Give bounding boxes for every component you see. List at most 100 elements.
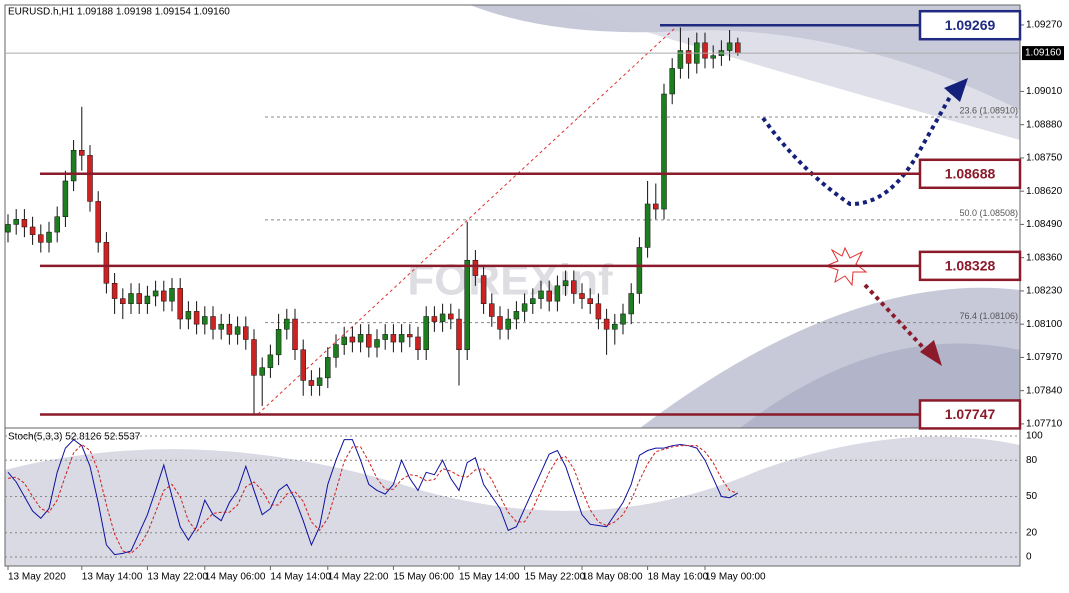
x-tick-label: 14 May 22:00 [328, 572, 389, 583]
stoch-title: Stoch(5,3,3) 52.8126 52.5537 [8, 432, 141, 443]
level-box [918, 158, 1022, 190]
candle-body [366, 334, 372, 348]
candle-body [513, 311, 520, 320]
candle-body [538, 290, 544, 299]
candle-body [612, 323, 618, 330]
candle-body [29, 226, 36, 235]
candle-body [136, 293, 142, 304]
candle-body [128, 293, 134, 304]
candle-body [398, 334, 405, 343]
candle-body [62, 180, 69, 218]
stoch-tick-label: 100 [1026, 431, 1043, 442]
x-tick-label: 18 May 16:00 [648, 572, 709, 583]
candle-body [161, 290, 167, 302]
y-tick-label: 1.08490 [1026, 219, 1063, 230]
candle-body [259, 367, 265, 376]
candle-body [554, 285, 561, 302]
candle-body [530, 298, 536, 304]
candle-body [439, 313, 446, 322]
y-tick-label: 1.07840 [1026, 385, 1063, 396]
level-label: 1.09269 [945, 17, 996, 33]
stoch-line [7, 443, 738, 554]
x-tick-label: 15 May 14:00 [459, 572, 520, 583]
candle-body [70, 150, 77, 182]
last-price-label: 1.09160 [1025, 48, 1062, 59]
candle-body [300, 349, 306, 381]
x-tick-label: 13 May 22:00 [147, 572, 208, 583]
y-tick-label: 1.08230 [1026, 286, 1063, 297]
candle-body [210, 316, 216, 330]
fib-label: 76.4 (1.08106) [959, 311, 1018, 321]
candle-body [185, 311, 192, 320]
stoch-tick-label: 20 [1026, 527, 1038, 538]
candle-body [448, 313, 454, 320]
candle-body [226, 323, 233, 335]
candle-body [685, 50, 692, 64]
stoch-tick-label: 80 [1026, 455, 1038, 466]
candle-body [636, 247, 643, 294]
candle-body [95, 201, 101, 243]
candle-body [489, 303, 495, 317]
candle-body [46, 231, 52, 243]
x-tick-label: 13 May 2020 [8, 572, 66, 583]
candle-body [382, 334, 388, 340]
candle-body [267, 354, 274, 368]
candle-body [644, 203, 651, 248]
candle-body [325, 357, 331, 379]
candle-body [308, 380, 315, 386]
x-tick-label: 13 May 14:00 [82, 572, 143, 583]
candle-body [316, 377, 323, 386]
candle-body [357, 334, 364, 343]
level-box [918, 9, 1022, 41]
candle-body [202, 316, 208, 325]
candle-body [21, 219, 28, 228]
candle-body [144, 295, 151, 304]
candle-body [562, 280, 569, 287]
stoch-line [7, 438, 739, 556]
candle-body [111, 282, 118, 299]
y-tick-label: 1.07970 [1026, 352, 1063, 363]
candle-body [620, 313, 626, 325]
candle-body [571, 280, 577, 294]
fib-label: 23.6 (1.08910) [959, 105, 1018, 115]
candle-body [587, 298, 593, 304]
x-tick-label: 14 May 06:00 [205, 572, 266, 583]
x-tick-label: 18 May 08:00 [582, 572, 643, 583]
stoch-tick-label: 0 [1026, 552, 1032, 563]
candle-body [103, 242, 110, 284]
level-label: 1.08688 [945, 165, 996, 181]
candle-body [234, 326, 241, 335]
candle-body [431, 316, 438, 322]
candle-body [472, 259, 479, 276]
level-label: 1.08328 [945, 258, 996, 274]
candle-body [546, 290, 552, 302]
candle-body [38, 234, 44, 243]
candle-body [349, 336, 356, 343]
candle-body [120, 298, 126, 304]
candle-body [595, 303, 602, 320]
candle-body [423, 316, 429, 350]
candle-body [603, 318, 610, 330]
candle-body [218, 323, 224, 330]
candle-body [653, 203, 659, 210]
candle-body [407, 334, 413, 338]
candle-body [505, 318, 511, 330]
y-tick-label: 1.08360 [1026, 252, 1063, 263]
candle-body [79, 150, 85, 156]
y-tick-label: 1.09010 [1026, 86, 1063, 97]
candle-body [497, 316, 503, 330]
y-tick-label: 1.08620 [1026, 186, 1063, 197]
x-tick-label: 19 May 00:00 [705, 572, 766, 583]
candle-body [579, 293, 585, 299]
fib-label: 50.0 (1.08508) [959, 208, 1018, 218]
candle-body [5, 224, 11, 233]
candle-body [54, 216, 60, 233]
candle-body [415, 336, 421, 350]
last-price-box [1022, 46, 1064, 61]
candle-body [735, 42, 741, 54]
stoch-tick-label: 50 [1026, 491, 1038, 502]
candle-body [390, 334, 397, 343]
svg-text:FOREXinf: FOREXinf [407, 256, 613, 305]
